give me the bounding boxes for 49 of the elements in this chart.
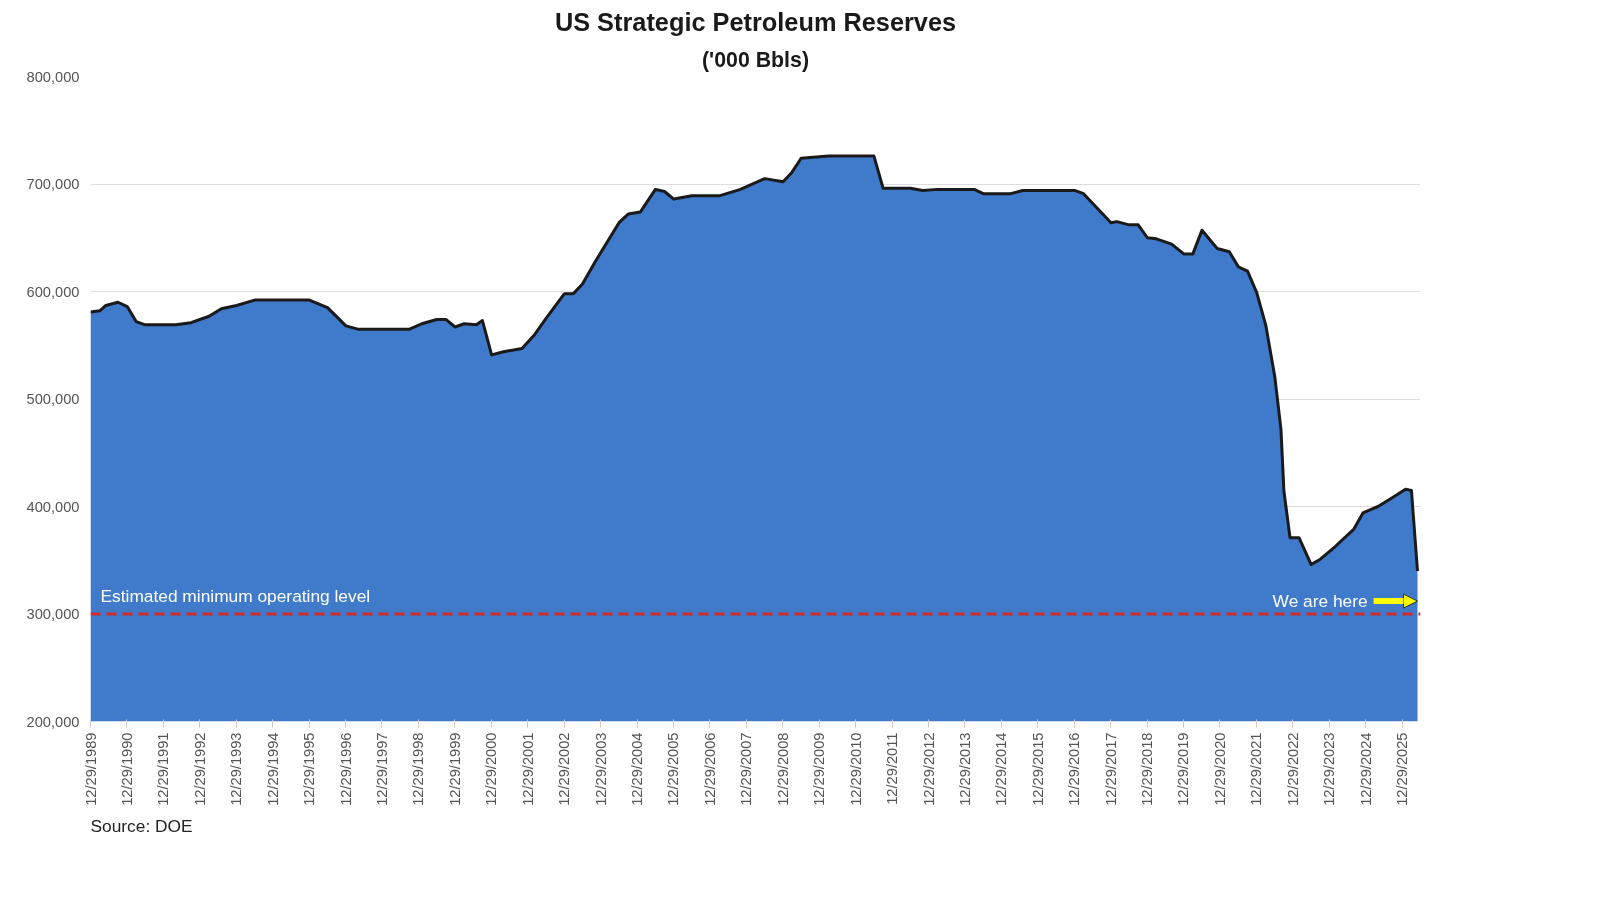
y-tick-label: 300,000 [26, 606, 80, 622]
x-tick-label: 12/29/1995 [301, 732, 318, 806]
x-tick-label: 12/29/2019 [1175, 732, 1192, 806]
x-tick-label: 12/29/2005 [665, 732, 682, 806]
x-tick-label: 12/29/2023 [1321, 732, 1338, 806]
x-tick-label: 12/29/2013 [956, 732, 973, 806]
x-tick-label: 12/29/2000 [483, 732, 500, 806]
ref-line-label: Estimated minimum operating level [100, 586, 371, 606]
x-tick-label: 12/29/2012 [920, 732, 937, 806]
annotation: We are here [1272, 591, 1368, 612]
x-tick-label: 12/29/2007 [738, 732, 755, 806]
x-tick-label: 12/29/1996 [337, 732, 354, 806]
y-tick-label: 700,000 [26, 176, 80, 192]
x-tick-label: 12/29/1992 [191, 732, 208, 806]
x-tick-label: 12/29/1998 [410, 732, 427, 806]
x-tick-label: 12/29/2009 [811, 732, 828, 806]
x-tick-label: 12/29/2010 [847, 732, 864, 806]
x-tick-label: 12/29/2016 [1066, 732, 1083, 806]
x-tick-label: 12/29/2002 [556, 732, 573, 806]
x-tick-label: 12/29/1994 [264, 732, 281, 806]
y-tick-label: 500,000 [26, 391, 80, 407]
x-tick-label: 12/29/2024 [1357, 732, 1374, 806]
x-tick-label: 12/29/2011 [884, 732, 901, 805]
x-tick-label: 12/29/2015 [1029, 732, 1046, 806]
x-tick-label: 12/29/1999 [446, 732, 463, 806]
y-tick-label: 600,000 [26, 283, 80, 300]
x-tick-label: 12/29/2021 [1248, 732, 1265, 806]
x-tick-label: 12/29/2022 [1284, 732, 1301, 806]
x-tick-label: 12/29/2014 [993, 732, 1010, 806]
x-tick-label: 12/29/2017 [1102, 732, 1119, 806]
x-tick-label: 12/29/2003 [592, 732, 609, 806]
y-tick-label: 800,000 [26, 68, 80, 85]
x-tick-label: 12/29/1991 [155, 732, 172, 806]
x-tick-label: 12/29/2001 [519, 732, 536, 806]
chart-title: US Strategic Petroleum Reserves [554, 7, 957, 36]
x-tick-label: 12/29/2008 [774, 732, 791, 806]
x-tick-label: 12/29/2004 [629, 732, 646, 806]
x-tick-label: 12/29/2020 [1212, 732, 1228, 806]
x-tick-label: 12/29/1993 [228, 732, 245, 806]
x-tick-label: 12/29/2025 [1394, 732, 1411, 806]
y-tick-label: 400,000 [26, 498, 80, 515]
x-tick-label: 12/29/2018 [1139, 732, 1156, 806]
x-tick-label: 12/29/1990 [118, 732, 135, 806]
y-tick-label: 200,000 [26, 713, 80, 730]
x-tick-label: 12/29/1989 [82, 732, 99, 806]
x-tick-label: 12/29/2006 [701, 732, 718, 806]
chart-subtitle: ('000 Bbls) [702, 47, 810, 72]
x-tick-label: 12/29/1997 [373, 732, 390, 806]
source-note: Source: DOE [90, 815, 193, 836]
